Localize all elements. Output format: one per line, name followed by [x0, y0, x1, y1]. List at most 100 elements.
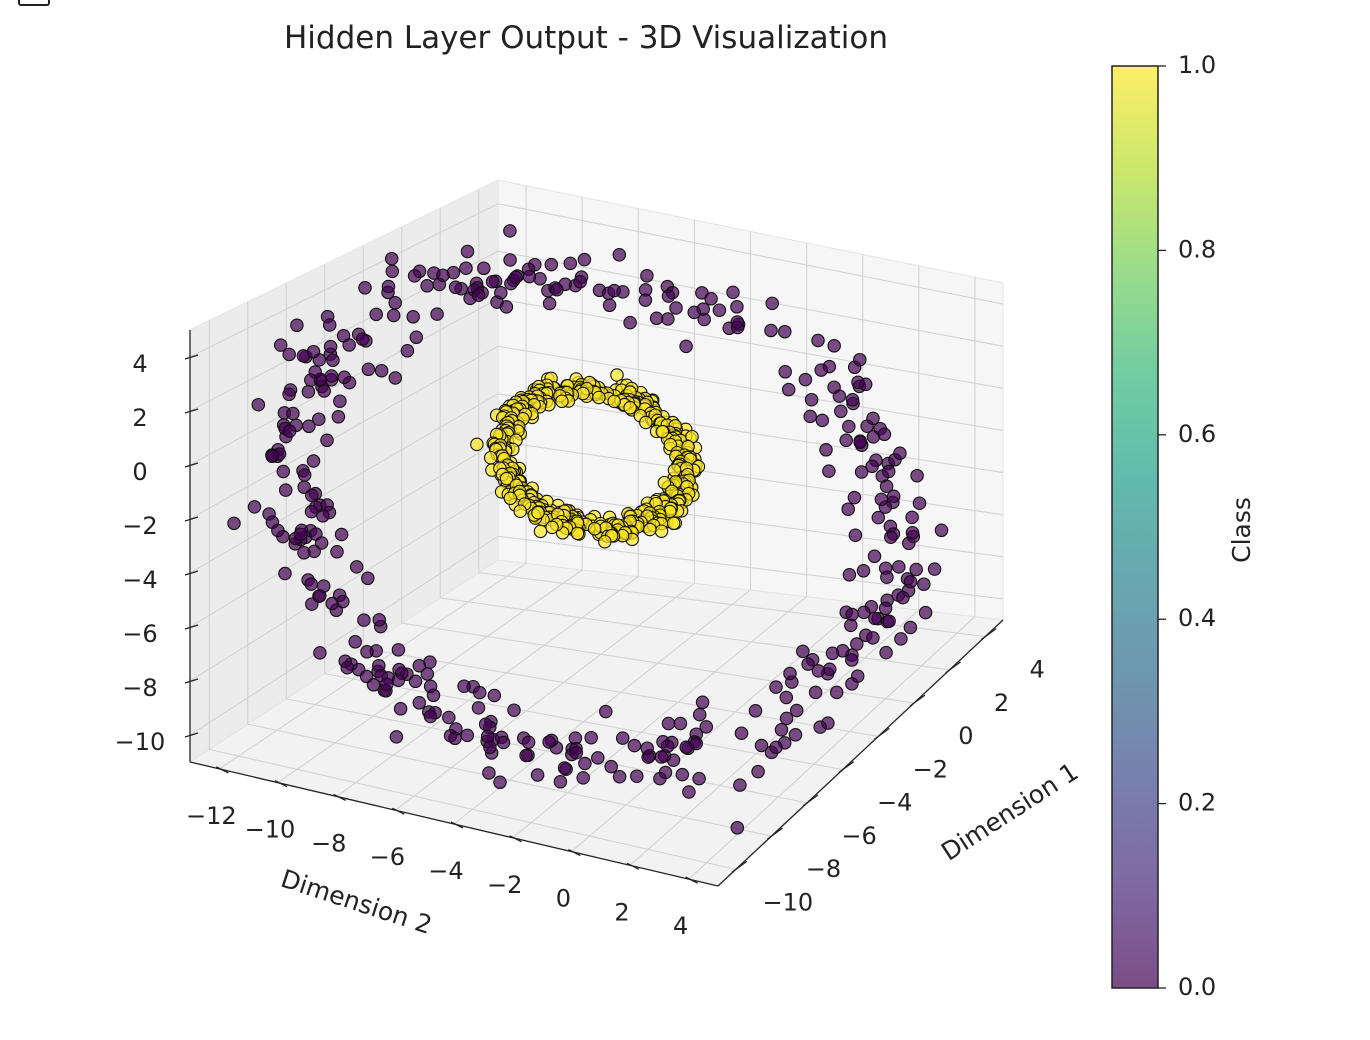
point-class-0 — [867, 549, 882, 564]
tick-label-z: 4 — [132, 350, 147, 378]
point-class-0 — [607, 283, 621, 298]
point-class-0 — [857, 605, 871, 620]
tick-label-x: 2 — [994, 689, 1009, 717]
tick-label-z: −2 — [122, 512, 157, 540]
point-class-0 — [801, 657, 815, 671]
point-class-0 — [391, 643, 406, 657]
point-class-0 — [388, 296, 402, 310]
tick-label-x: −4 — [877, 789, 912, 817]
tick-label-x: −2 — [913, 755, 948, 783]
colorbar: 0.0 0.2 0.4 0.6 0.8 1.0 Class — [1111, 51, 1256, 1001]
point-class-0 — [432, 277, 447, 292]
point-class-0 — [903, 620, 918, 635]
point-class-0 — [599, 704, 613, 719]
point-class-0 — [459, 261, 473, 275]
point-class-0 — [314, 536, 329, 550]
point-class-0 — [542, 296, 557, 311]
point-class-0 — [689, 736, 703, 751]
point-class-0 — [331, 410, 346, 424]
point-class-0 — [477, 261, 491, 276]
point-class-0 — [340, 660, 355, 675]
tick-y — [216, 766, 229, 774]
point-class-0 — [874, 492, 889, 507]
point-class-0 — [905, 510, 919, 525]
axis-label-dimension-1: Dimension 1 — [936, 757, 1083, 867]
tick-label-x: −6 — [841, 822, 876, 850]
tick-y — [568, 848, 581, 857]
point-class-0 — [909, 562, 923, 577]
point-class-0 — [423, 709, 438, 724]
point-class-0 — [304, 504, 319, 519]
point-class-0 — [360, 645, 374, 659]
point-class-0 — [804, 392, 819, 407]
point-class-0 — [884, 530, 898, 544]
point-class-0 — [282, 347, 296, 362]
point-class-0 — [934, 523, 949, 538]
point-class-0 — [304, 373, 318, 387]
point-class-0 — [420, 279, 434, 293]
point-class-0 — [893, 446, 907, 461]
tick-y — [392, 807, 405, 815]
point-class-0 — [623, 315, 637, 330]
point-class-0 — [490, 295, 504, 309]
grid-line-y — [336, 576, 639, 797]
point-class-0 — [851, 375, 865, 390]
point-class-0 — [778, 365, 792, 379]
point-class-0 — [612, 248, 627, 262]
point-class-0 — [374, 363, 389, 378]
point-class-0 — [765, 296, 779, 311]
point-class-0 — [569, 745, 584, 760]
point-class-0 — [542, 735, 556, 749]
point-class-0 — [297, 546, 311, 560]
point-class-0 — [271, 523, 285, 538]
point-class-0 — [798, 372, 813, 387]
point-class-0 — [472, 685, 487, 700]
point-class-0 — [306, 454, 321, 468]
point-class-0 — [853, 435, 867, 450]
point-class-0 — [692, 707, 707, 722]
point-class-0 — [781, 382, 796, 397]
point-class-0 — [860, 419, 874, 433]
point-class-0 — [282, 387, 296, 402]
tick-y — [626, 862, 640, 870]
point-class-0 — [811, 333, 825, 348]
point-class-0 — [822, 662, 837, 677]
point-class-0 — [682, 785, 696, 799]
point-class-0 — [653, 771, 667, 786]
point-class-0 — [649, 311, 664, 326]
point-class-0 — [896, 590, 910, 605]
point-class-0 — [615, 731, 630, 745]
point-class-0 — [553, 775, 568, 789]
point-class-0 — [845, 393, 860, 407]
point-class-0 — [358, 281, 372, 295]
colorbar-tick-label: 0.0 — [1178, 973, 1216, 1001]
point-class-0 — [544, 257, 559, 272]
point-class-0 — [388, 371, 403, 385]
point-class-0 — [313, 646, 327, 660]
point-class-0 — [406, 310, 420, 324]
point-class-0 — [699, 720, 714, 734]
grid-line-y — [570, 602, 864, 852]
point-class-0 — [669, 301, 683, 315]
point-class-0 — [423, 679, 438, 694]
point-class-1 — [503, 491, 518, 506]
point-class-0 — [918, 605, 933, 620]
grid-line-y — [688, 616, 976, 880]
point-class-0 — [848, 528, 863, 542]
point-class-0 — [584, 730, 598, 745]
point-class-0 — [578, 756, 592, 771]
point-class-0 — [866, 430, 881, 444]
point-class-0 — [247, 500, 262, 514]
point-class-0 — [361, 362, 376, 377]
point-class-0 — [748, 704, 763, 718]
point-class-1 — [545, 520, 559, 535]
colorbar-tick-label: 0.8 — [1178, 235, 1216, 263]
point-class-0 — [297, 468, 312, 482]
point-class-0 — [430, 307, 444, 321]
point-class-0 — [854, 465, 869, 479]
point-class-0 — [591, 751, 605, 765]
point-class-0 — [602, 298, 617, 313]
tick-label-z: −6 — [122, 620, 157, 648]
grid-line-z — [497, 393, 1004, 474]
point-class-0 — [892, 560, 906, 574]
